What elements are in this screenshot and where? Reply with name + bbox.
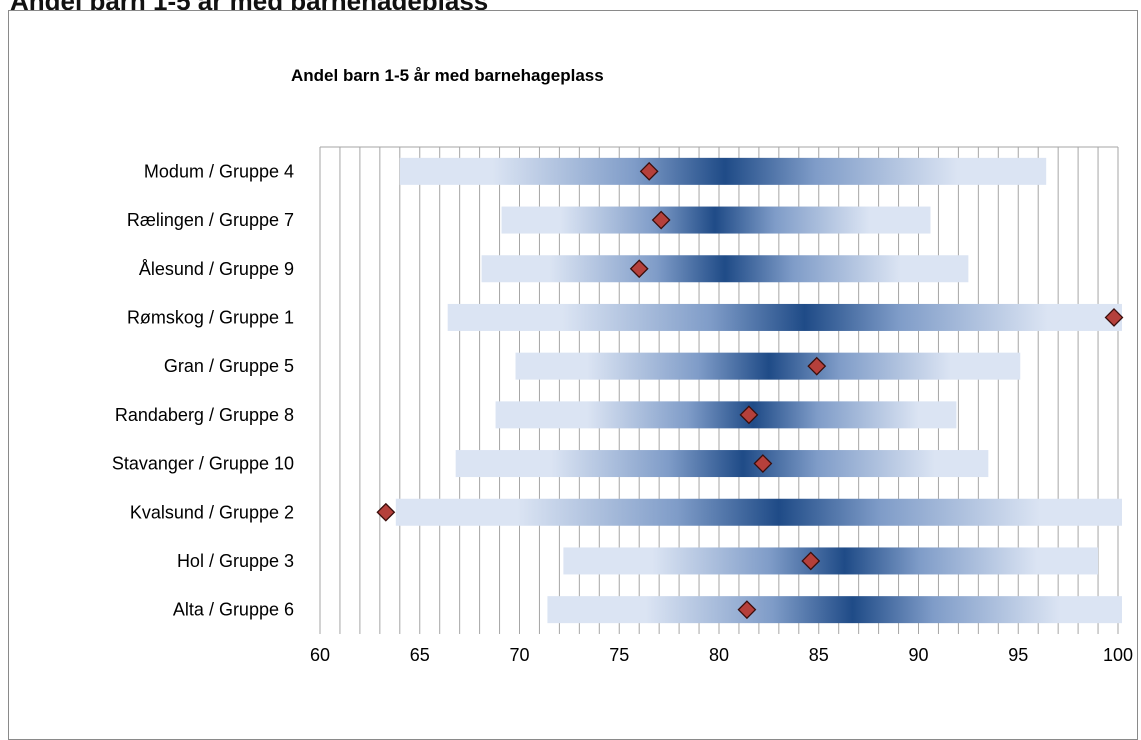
category-label: Kvalsund / Gruppe 2 <box>130 502 294 522</box>
category-label: Hol / Gruppe 3 <box>177 551 294 571</box>
chart-frame: Andel barn 1-5 år med barnehageplass Mod… <box>8 10 1138 740</box>
category-label: Alta / Gruppe 6 <box>173 600 294 620</box>
category-label: Rømskog / Gruppe 1 <box>127 307 294 327</box>
range-bar <box>563 547 1099 575</box>
value-marker <box>639 161 659 181</box>
range-bar <box>495 401 957 429</box>
category-label: Ålesund / Gruppe 9 <box>139 259 294 279</box>
range-bar <box>399 157 1047 185</box>
marker-layer <box>376 161 1124 620</box>
x-tick-label: 75 <box>609 645 629 665</box>
value-marker <box>737 600 757 620</box>
range-bar <box>515 352 1021 380</box>
tick-layer: 60 65 70 75 80 85 90 95 100 <box>310 645 1133 665</box>
x-tick-label: 60 <box>310 645 330 665</box>
x-tick-label: 80 <box>709 645 729 665</box>
x-tick-label: 85 <box>809 645 829 665</box>
range-bar <box>501 206 931 234</box>
value-marker <box>651 210 671 230</box>
range-bar <box>455 450 989 478</box>
chart-title: Andel barn 1-5 år med barnehageplass <box>291 66 604 85</box>
range-bar <box>481 255 969 283</box>
value-marker <box>807 356 827 376</box>
x-tick-label: 100 <box>1103 645 1133 665</box>
category-label: Stavanger / Gruppe 10 <box>112 454 294 474</box>
category-label: Rælingen / Gruppe 7 <box>127 210 294 230</box>
range-bar <box>447 303 1122 331</box>
value-marker <box>739 405 759 425</box>
range-chart: Andel barn 1-5 år med barnehageplass Mod… <box>112 66 1133 665</box>
label-layer: Modum / Gruppe 4 Rælingen / Gruppe 7 Ålesu… <box>112 161 294 619</box>
bar-layer <box>395 157 1122 624</box>
x-tick-label: 70 <box>509 645 529 665</box>
value-marker <box>1104 308 1124 327</box>
range-bar <box>395 498 1122 526</box>
x-tick-label: 65 <box>410 645 430 665</box>
category-label: Gran / Gruppe 5 <box>164 356 294 376</box>
value-marker <box>753 454 773 473</box>
range-bar <box>547 596 1122 624</box>
value-marker <box>629 259 649 279</box>
x-tick-label: 90 <box>908 645 928 665</box>
category-label: Modum / Gruppe 4 <box>144 161 294 181</box>
value-marker <box>801 551 821 571</box>
value-marker <box>376 502 396 522</box>
category-label: Randaberg / Gruppe 8 <box>115 405 294 425</box>
x-tick-label: 95 <box>1008 645 1028 665</box>
